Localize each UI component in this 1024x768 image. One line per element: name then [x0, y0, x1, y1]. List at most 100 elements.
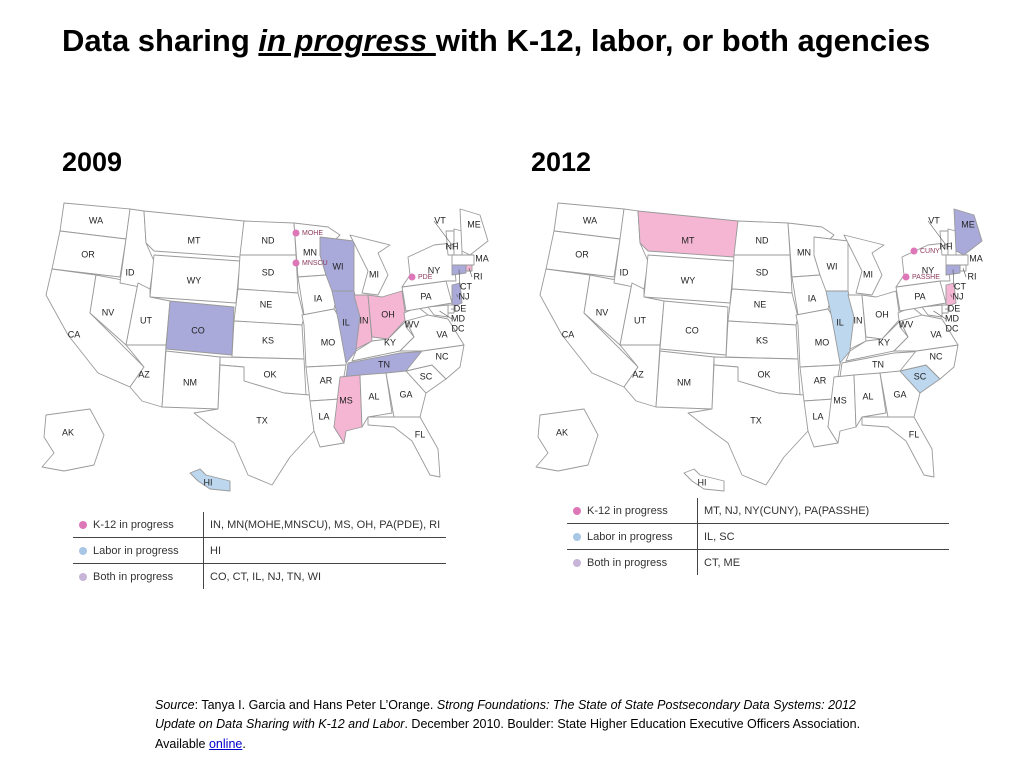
state-label-ct: CT [954, 281, 966, 291]
state-label-az: AZ [138, 369, 150, 379]
source-label: Source [155, 698, 195, 712]
state-label-ar: AR [320, 375, 333, 385]
state-label-nm: NM [183, 377, 197, 387]
leader-line-vt [433, 220, 451, 244]
state-label-mt: MT [682, 235, 695, 245]
state-label-tx: TX [256, 415, 268, 425]
k12-dot-icon [79, 520, 87, 529]
state-ak [535, 408, 599, 472]
state-label-mt: MT [188, 235, 201, 245]
state-label-ok: OK [757, 369, 770, 379]
state-label-ma: MA [969, 253, 983, 263]
agency-marker [910, 247, 918, 255]
state-label-nh: NH [446, 241, 459, 251]
state-label-mo: MO [815, 337, 830, 347]
agency-label: PDE [418, 274, 433, 281]
agency-label: PASSHE [912, 274, 940, 281]
state-label-hi: HI [204, 477, 213, 487]
source-citation: Source: Tanya I. Garcia and Hans Peter L… [155, 696, 875, 754]
state-label-ms: MS [833, 395, 847, 405]
year-label-2012: 2012 [531, 147, 592, 177]
state-label-wa: WA [89, 215, 103, 225]
state-label-sd: SD [756, 267, 769, 277]
state-ma [945, 254, 969, 266]
state-label-ut: UT [634, 315, 646, 325]
state-label-ky: KY [384, 337, 396, 347]
legend-states: HI [203, 537, 447, 564]
state-md [921, 304, 943, 318]
state-label-ut: UT [140, 315, 152, 325]
leader-line-ri [468, 267, 473, 278]
legend-label: Labor in progress [93, 544, 179, 557]
state-label-az: AZ [632, 369, 644, 379]
state-label-in: IN [360, 315, 369, 325]
state-label-dc: DC [452, 323, 465, 333]
legend-table-2009: K-12 in progress IN, MN(MOHE,MNSCU), MS,… [73, 512, 447, 589]
state-label-id: ID [620, 267, 630, 277]
source-work-title: Strong Foundations: The State of State P… [155, 698, 856, 732]
state-label-pa: PA [914, 291, 925, 301]
state-label-ca: CA [562, 329, 575, 339]
state-al [359, 372, 393, 428]
labor-dot-icon [79, 546, 87, 555]
legend-label: Both in progress [93, 570, 174, 583]
state-label-id: ID [126, 267, 136, 277]
state-label-wy: WY [187, 275, 202, 285]
state-label-hi: HI [698, 477, 707, 487]
state-label-nv: NV [102, 307, 115, 317]
state-va [893, 314, 959, 352]
state-label-mn: MN [797, 247, 811, 257]
state-in [353, 294, 373, 350]
state-label-mo: MO [321, 337, 336, 347]
state-label-il: IL [342, 317, 350, 327]
state-label-ar: AR [814, 375, 827, 385]
state-label-ga: GA [893, 389, 906, 399]
leader-line-vt [927, 220, 945, 244]
agency-label: MNSCU [302, 260, 328, 267]
state-label-ga: GA [399, 389, 412, 399]
title-emphasis: in progress [258, 23, 436, 58]
state-label-fl: FL [415, 429, 426, 439]
state-label-dc: DC [946, 323, 959, 333]
state-label-ma: MA [475, 253, 489, 263]
online-link[interactable]: online [208, 736, 243, 751]
state-label-vt: VT [928, 215, 940, 225]
state-label-ia: IA [314, 293, 323, 303]
state-label-wy: WY [681, 275, 696, 285]
state-label-wi: WI [827, 261, 838, 271]
state-mi [843, 234, 885, 296]
legend-label: K-12 in progress [587, 504, 668, 517]
state-in [847, 294, 867, 350]
state-label-co: CO [191, 325, 205, 335]
state-label-co: CO [685, 325, 699, 335]
state-al [853, 372, 887, 428]
state-mt [143, 210, 245, 258]
agency-marker [292, 229, 300, 237]
state-label-nh: NH [940, 241, 953, 251]
state-label-ri: RI [968, 271, 977, 281]
title-part-1: Data sharing [62, 23, 259, 58]
state-or [545, 230, 621, 278]
state-label-or: OR [575, 249, 589, 259]
state-label-wa: WA [583, 215, 597, 225]
state-label-nd: ND [756, 235, 769, 245]
leader-line-nj [950, 294, 953, 298]
state-label-al: AL [368, 391, 379, 401]
labor-dot-icon [573, 532, 581, 541]
both-dot-icon [573, 558, 581, 567]
leader-line-ri [962, 267, 967, 278]
legend-states: CO, CT, IL, NJ, TN, WI [210, 570, 322, 583]
state-label-ks: KS [262, 335, 274, 345]
state-label-ia: IA [808, 293, 817, 303]
state-label-nj: NJ [459, 291, 470, 301]
state-label-tx: TX [750, 415, 762, 425]
state-label-fl: FL [909, 429, 920, 439]
state-label-ct: CT [460, 281, 472, 291]
both-dot-icon [79, 572, 87, 581]
leader-line-nj [456, 294, 459, 298]
state-label-wi: WI [333, 261, 344, 271]
state-label-va: VA [930, 329, 941, 339]
state-label-mn: MN [303, 247, 317, 257]
state-md [427, 304, 449, 318]
agency-label: CUNY [920, 248, 940, 255]
